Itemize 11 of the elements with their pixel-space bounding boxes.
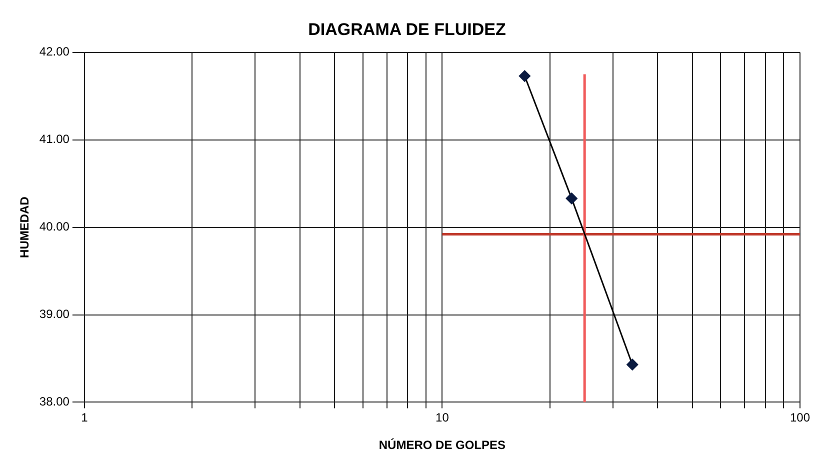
chart-title: DIAGRAMA DE FLUIDEZ (308, 20, 506, 39)
y-tick-label: 42.00 (39, 44, 70, 59)
x-axis-title: NÚMERO DE GOLPES (378, 438, 506, 452)
x-tick-label: 10 (436, 410, 450, 425)
y-tick-label: 39.00 (39, 307, 70, 322)
x-tick-label: 100 (790, 410, 810, 425)
y-axis-title: HUMEDAD (18, 196, 32, 258)
y-tick-label: 38.00 (39, 394, 70, 409)
y-tick-label: 40.00 (39, 220, 70, 234)
y-tick-label: 41.00 (39, 132, 70, 146)
x-tick-label: 1 (81, 410, 88, 425)
